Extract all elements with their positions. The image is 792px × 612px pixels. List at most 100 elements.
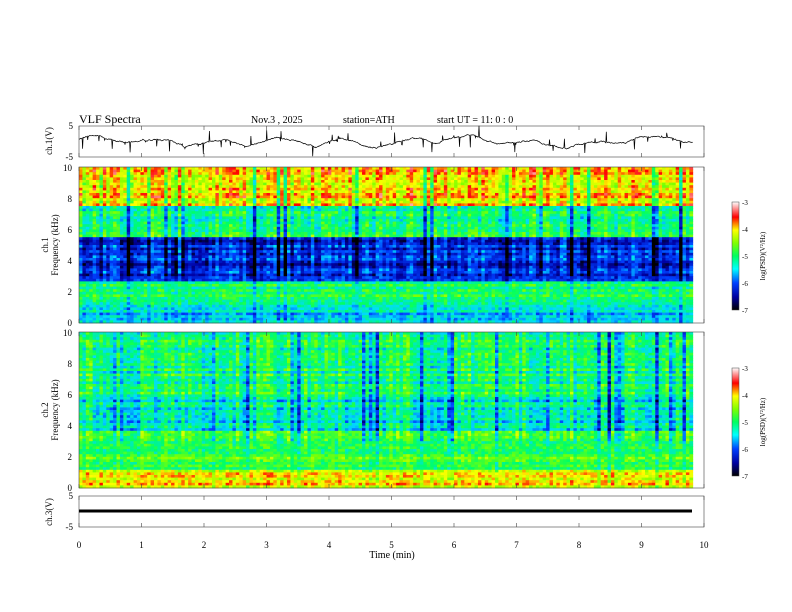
spec1-cells-cell — [672, 169, 677, 173]
spec1-cells-cell — [416, 203, 421, 207]
spec1-cells-cell — [426, 234, 431, 238]
spec1-cells-cell — [130, 185, 134, 189]
spec1-cells-cell — [437, 213, 441, 217]
spec1-cells-cell — [194, 180, 199, 183]
spec1-cells-cell — [552, 216, 557, 220]
spec1-cells-cell — [119, 200, 124, 204]
spec1-cells-cell — [529, 216, 533, 220]
spec1-cells-cell — [266, 226, 271, 230]
spec1-cells-cell — [263, 195, 267, 199]
spec1-cells-cell — [310, 200, 315, 204]
spec1-cells-cell — [570, 224, 574, 228]
spec1-cells-cell — [119, 229, 124, 233]
spec1-cells-cell — [249, 190, 254, 194]
spec1-cells-cell — [675, 193, 680, 196]
spec1-cells-cell — [477, 234, 482, 238]
spec1-cells-cell — [157, 237, 162, 241]
spec1-cells-cell — [610, 211, 615, 215]
spec1-cells-cell — [610, 224, 615, 228]
spec1-cells-cell — [280, 229, 284, 233]
spec1-cells-cell — [331, 211, 336, 215]
spec1-cells-cell — [689, 219, 694, 222]
spec1-cells-cell — [542, 213, 547, 217]
spec1-cells-cell — [522, 182, 527, 186]
spec1-cells-cell — [304, 226, 308, 230]
spec1-cells-cell — [460, 208, 465, 212]
spec1-cells-cell — [604, 167, 608, 170]
spec1-cells-cell — [314, 219, 319, 222]
spec1-cells-cell — [113, 180, 117, 183]
spec1-cells-cell — [266, 206, 271, 209]
spec1-cells-cell — [389, 216, 394, 220]
spec1-cells-cell — [641, 216, 646, 220]
spec1-cells-cell — [222, 174, 227, 178]
spec1-cells-cell — [627, 234, 632, 238]
spec1-cells-cell — [430, 182, 435, 186]
spec1-cells-cell — [587, 234, 591, 238]
spec1-cells-cell — [433, 195, 438, 199]
spec1-cells-cell — [491, 213, 496, 217]
spec1-cells-cell — [532, 224, 537, 228]
spec1-cells-cell — [416, 234, 421, 238]
spec1-cells-cell — [685, 182, 690, 186]
spec1-cells-cell — [607, 208, 612, 212]
spec1-cells-cell — [314, 172, 319, 176]
spec1-cells-cell — [225, 195, 230, 199]
spec1-cells-cell — [314, 224, 319, 228]
spec1-cells-cell — [208, 219, 213, 222]
spec1-cells-cell — [362, 211, 366, 215]
spec1-cells-cell — [113, 229, 117, 233]
spec1-cells-cell — [283, 182, 288, 186]
spec1-cells-cell — [385, 224, 390, 228]
spec1-cells-cell — [348, 198, 353, 202]
spec1-cells-cell — [263, 213, 267, 217]
spec1-cells-cell — [188, 211, 192, 215]
spec1-cells-cell — [365, 190, 370, 194]
spec1-cells-cell — [416, 167, 421, 170]
spec1-cells-cell — [508, 200, 513, 204]
spec1-cells-cell — [590, 211, 595, 215]
spec1-cells-cell — [389, 185, 394, 189]
spec1-cells-cell — [256, 169, 261, 173]
spec1-cells-cell — [488, 167, 492, 170]
spec1-cells-cell — [99, 206, 104, 209]
spec1-cells-cell — [617, 208, 622, 212]
spec1-cells-cell — [433, 203, 438, 207]
spec1-cells-cell — [263, 232, 267, 235]
spec1-cells-cell — [437, 211, 441, 215]
spec1-cells-cell — [235, 203, 240, 207]
spec1-cells-cell — [392, 182, 397, 186]
spec1-cells-cell — [208, 185, 213, 189]
spec1-cells-cell — [423, 180, 428, 183]
spec1-cells-cell — [389, 187, 394, 191]
spec1-cells-cell — [546, 167, 550, 170]
spec1-cells-cell — [385, 229, 390, 233]
spec1-cells-cell — [529, 203, 533, 207]
spec1-cells-cell — [229, 169, 233, 173]
spec1-cells-cell — [437, 190, 441, 194]
spec1-cells-cell — [535, 174, 540, 178]
spec1-cells-cell — [290, 203, 295, 207]
spec1-cells-cell — [433, 177, 438, 181]
spec1-cells-cell — [310, 169, 315, 173]
spec1-cells-cell — [484, 221, 489, 225]
spec1-cells-cell — [85, 169, 90, 173]
spec1-cells-cell — [222, 232, 227, 235]
spec1-cells-cell — [682, 226, 687, 230]
spec1-cells-cell — [396, 182, 400, 186]
spec1-cells-cell — [177, 185, 182, 189]
spec1-cells-cell — [512, 172, 516, 176]
spec1-cells-cell — [280, 180, 284, 183]
spec1-cells-cell — [409, 232, 414, 235]
spec1-cells-cell — [304, 167, 308, 170]
spec1-cells-cell — [385, 234, 390, 238]
spec1-cells-cell — [232, 167, 237, 170]
spec1-cells-cell — [297, 187, 302, 191]
spec1-cells-cell — [573, 182, 578, 186]
spec1-cells-cell — [583, 187, 588, 191]
spec1-cells-cell — [539, 203, 544, 207]
spec1-cells-cell — [99, 182, 104, 186]
spec1-cells-cell — [689, 190, 694, 194]
spec1-cells-cell — [454, 195, 458, 199]
spec1-cells-cell — [467, 190, 472, 194]
